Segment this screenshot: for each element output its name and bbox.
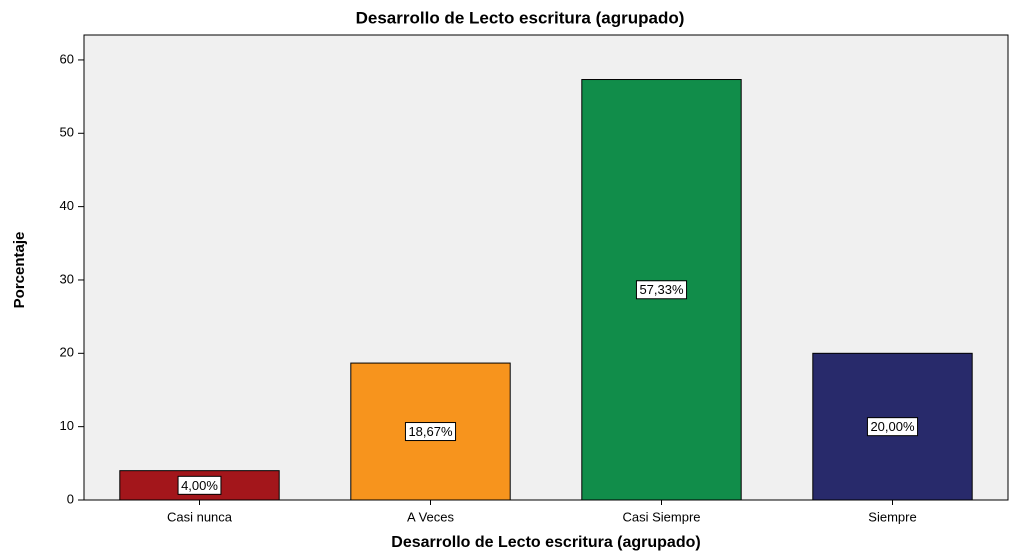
y-tick-label: 10 [60, 418, 74, 433]
y-tick-label: 30 [60, 271, 74, 286]
x-tick-label: Siempre [868, 509, 916, 524]
y-tick-label: 40 [60, 198, 74, 213]
y-tick-label: 50 [60, 125, 74, 140]
y-axis-label: Porcentaje [11, 232, 28, 309]
value-label-box [635, 280, 688, 300]
x-tick-label: A Veces [407, 509, 454, 524]
value-label-box [404, 422, 457, 442]
x-tick-label: Casi nunca [167, 509, 233, 524]
value-label-box [866, 417, 919, 437]
y-tick-label: 0 [67, 491, 74, 506]
x-tick-label: Casi Siempre [622, 509, 700, 524]
y-tick-label: 60 [60, 51, 74, 66]
value-label: 4,00% [181, 478, 218, 493]
value-label: 20,00% [870, 419, 915, 434]
value-label: 18,67% [408, 424, 453, 439]
bar [350, 362, 511, 501]
chart-title: Desarrollo de Lecto escritura (agrupado) [356, 8, 685, 27]
x-axis-label: Desarrollo de Lecto escritura (agrupado) [391, 534, 700, 551]
value-label: 57,33% [639, 282, 684, 297]
y-tick-label: 20 [60, 345, 74, 360]
value-label-box [177, 475, 222, 495]
